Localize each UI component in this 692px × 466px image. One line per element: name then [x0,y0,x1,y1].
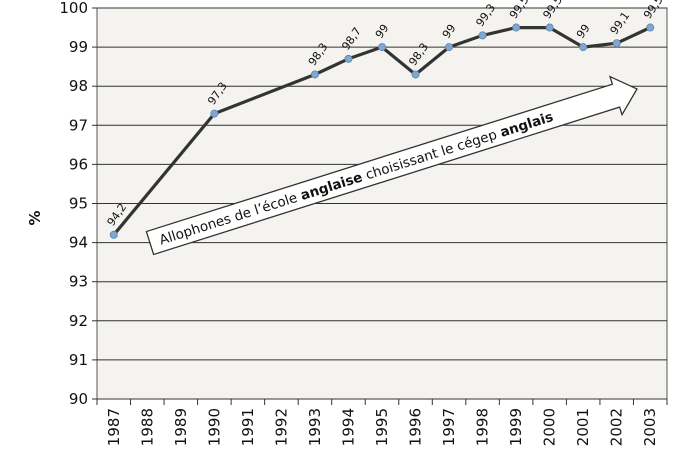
data-point-2000 [546,24,553,31]
x-tick-label: 1988 [138,408,156,446]
y-tick-label: 95 [69,195,88,213]
x-tick-label: 2000 [541,408,559,446]
data-point-1999 [513,24,520,31]
x-tick-label: 1996 [407,408,425,446]
y-tick-label: 96 [69,155,88,173]
data-point-1998 [479,32,486,39]
y-tick-label: 91 [69,351,88,369]
x-tick-label: 1990 [205,408,223,446]
x-tick-label: 1995 [373,408,391,446]
x-tick-label: 1992 [272,408,290,446]
x-tick-label: 1991 [239,408,257,446]
data-point-1987 [110,231,117,238]
y-tick-label: 97 [69,116,88,134]
x-tick-label: 1998 [474,408,492,446]
data-point-2001 [580,44,587,51]
y-tick-label: 90 [69,390,88,408]
y-tick-label: 92 [69,312,88,330]
data-point-2003 [647,24,654,31]
data-point-1990 [211,110,218,117]
x-tick-label: 1994 [339,408,357,446]
x-axis-ticks: 1987 1988 1989 1990 1991 1992 1993 1994 1995 1996… [97,399,667,446]
x-tick-label: 2003 [641,408,659,446]
data-point-2002 [613,40,620,47]
y-tick-label: 94 [69,234,88,252]
x-tick-label: 1999 [507,408,525,446]
x-tick-label: 1997 [440,408,458,446]
y-axis-ticks: 90 91 92 93 94 95 96 97 98 99 100 [59,0,97,408]
y-tick-label: 98 [69,77,88,95]
x-tick-label: 1987 [105,408,123,446]
x-tick-label: 2002 [608,408,626,446]
data-point-1995 [378,44,385,51]
data-point-1994 [345,55,352,62]
data-point-1996 [412,71,419,78]
y-axis-label: % [26,210,44,225]
y-tick-label: 99 [69,38,88,56]
x-tick-label: 1989 [172,408,190,446]
y-tick-label: 100 [59,0,88,17]
y-tick-label: 93 [69,273,88,291]
x-tick-label: 2001 [574,408,592,446]
x-tick-label: 1993 [306,408,324,446]
data-point-1997 [445,44,452,51]
data-point-1993 [311,71,318,78]
